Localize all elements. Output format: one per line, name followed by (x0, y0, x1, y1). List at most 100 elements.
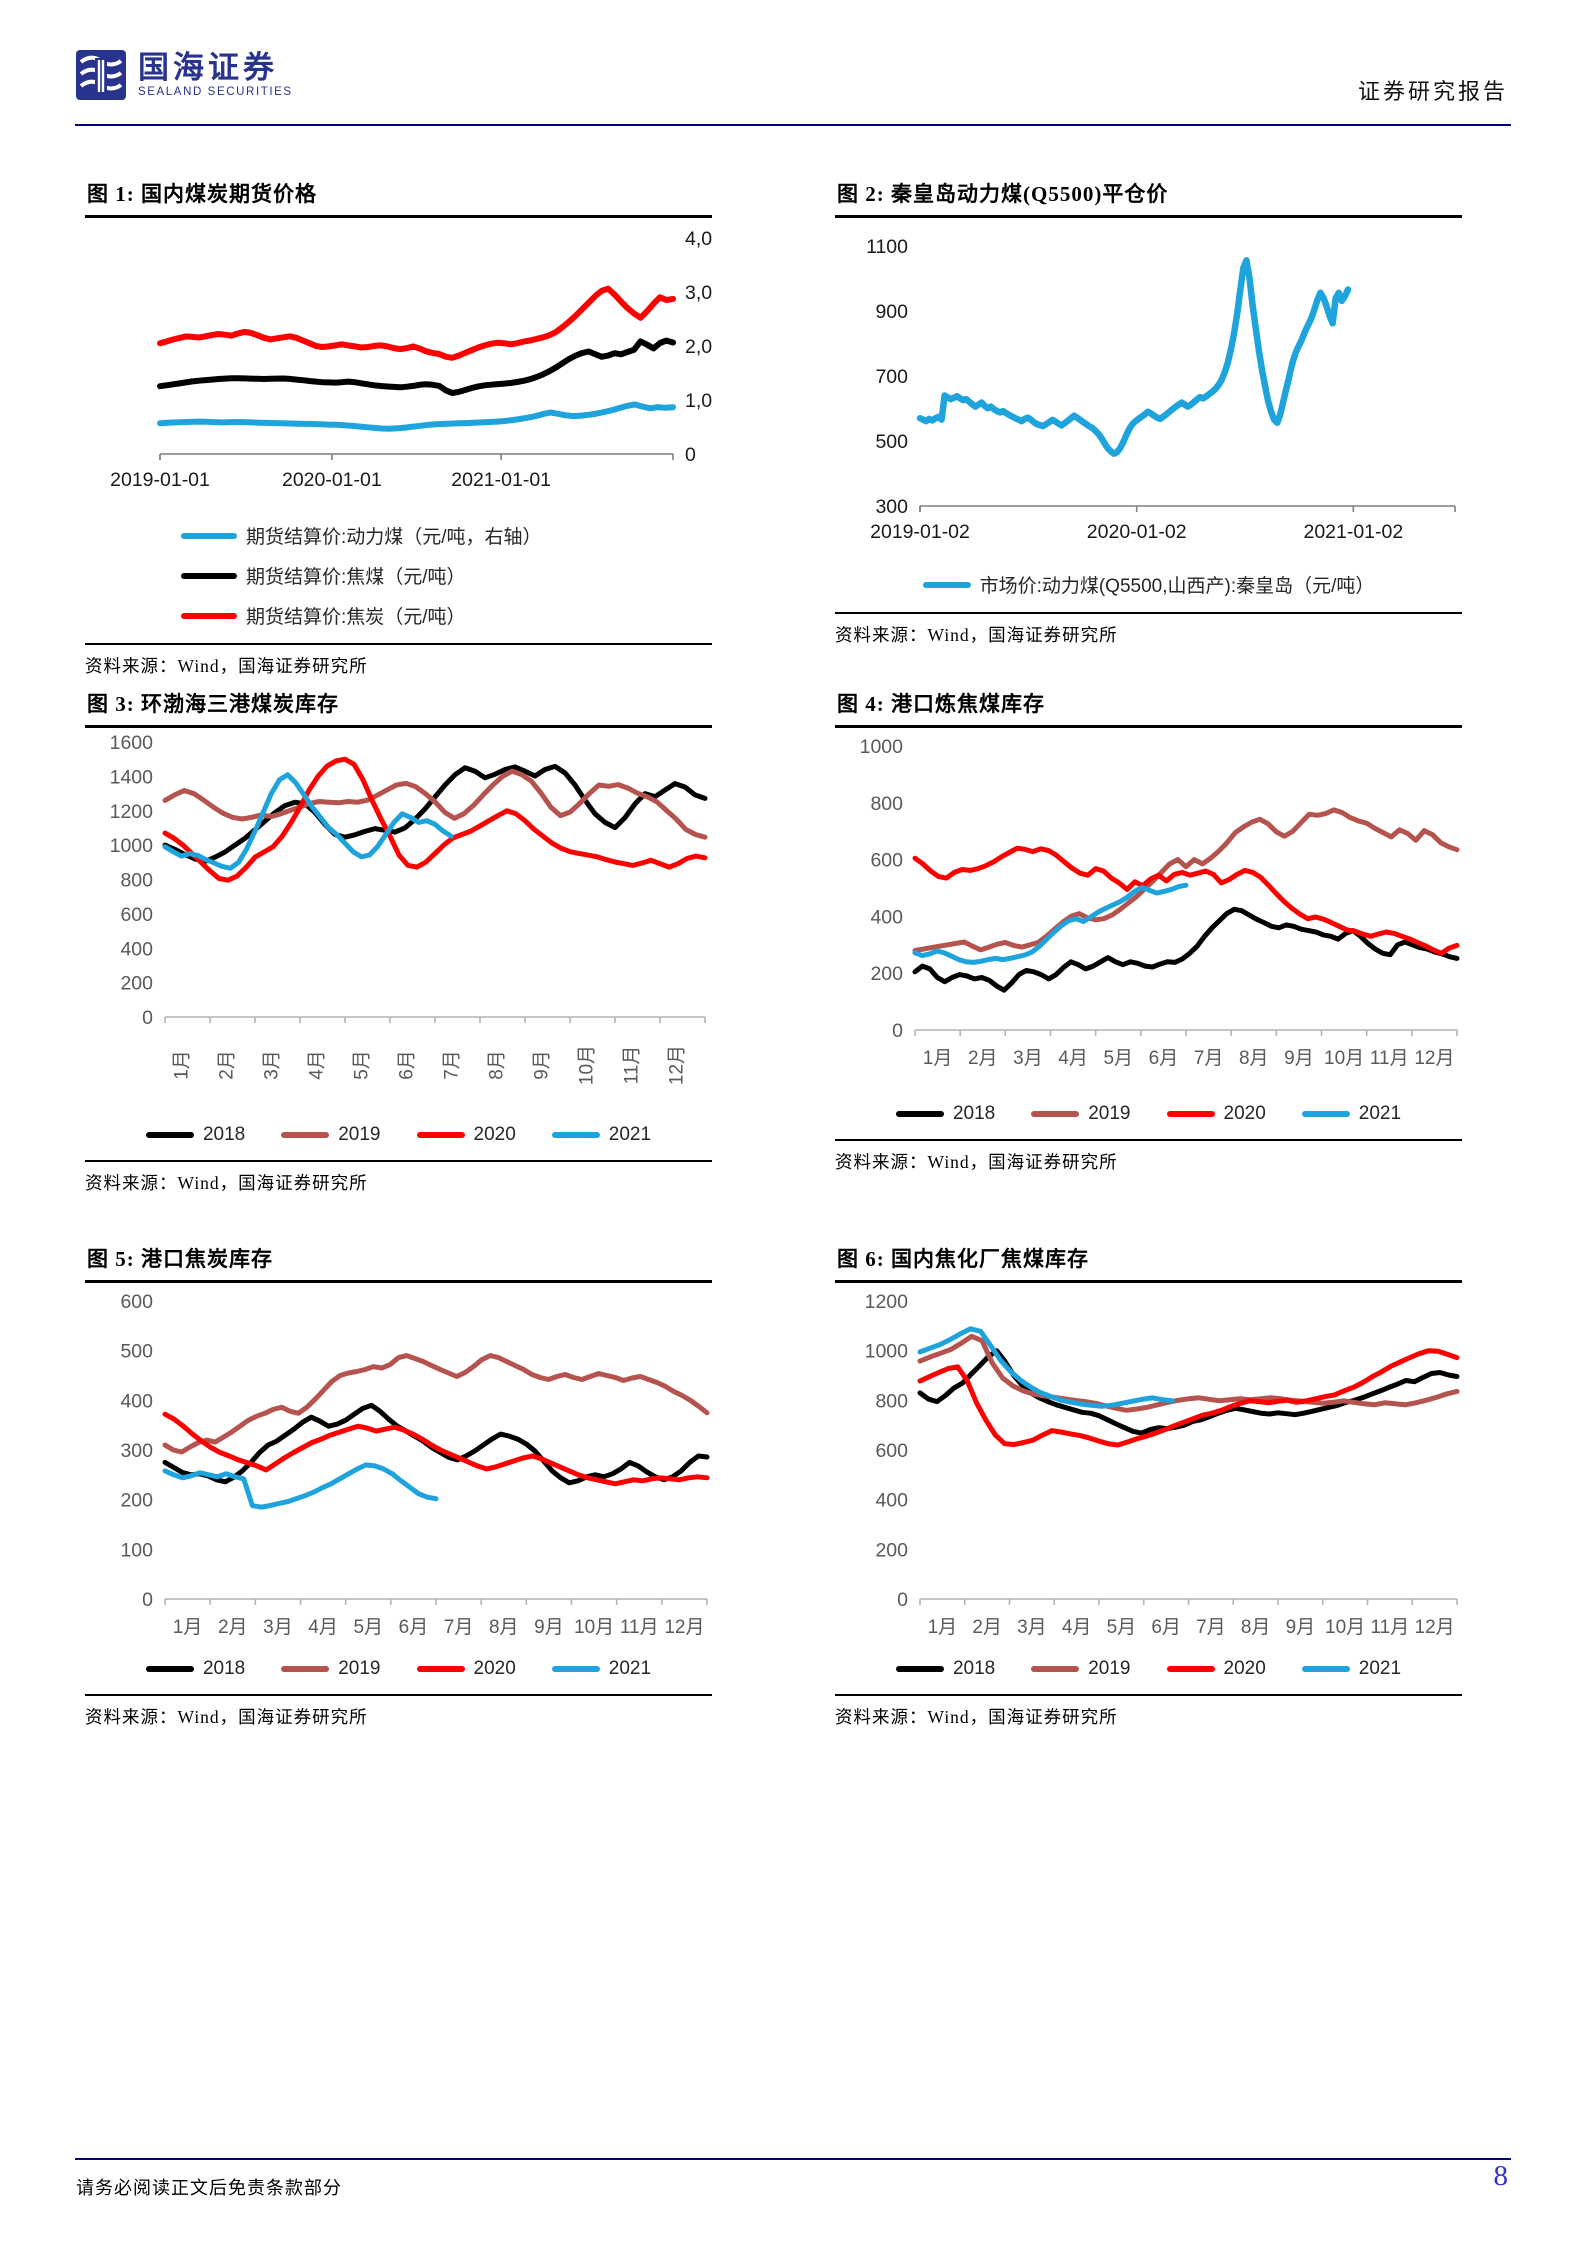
x-axis-month-label: 8月 (487, 1050, 508, 1080)
y-axis-tick-label: 4,000 (685, 228, 712, 250)
brand-logo: 国海证券 SEALAND SECURITIES (75, 48, 293, 102)
legend-item: 2020 (1166, 1103, 1266, 1125)
legend-label: 2020 (473, 1124, 516, 1145)
x-axis-month-label: 5月 (1103, 1048, 1133, 1069)
x-axis-month-label: 12月 (1415, 1617, 1455, 1638)
legend-item: 2020 (416, 1658, 516, 1680)
figure-title: 图 2: 秦皇岛动力煤(Q5500)平仓价 (835, 178, 1462, 218)
chart-legend: 期货结算价:动力煤（元/吨，右轴） 期货结算价:焦煤（元/吨） 期货结算价:焦炭（元… (181, 522, 712, 629)
x-axis-month-label: 3月 (263, 1617, 293, 1638)
figure-title: 图 3: 环渤海三港煤炭库存 (85, 688, 712, 728)
series-line-2021 (162, 1462, 439, 1510)
legend-label: 2019 (1088, 1103, 1131, 1124)
x-axis-month-label: 9月 (534, 1617, 564, 1638)
figure-1-coal-futures-price: 图 1: 国内煤炭期货价格 4,000 3,000 2,000 1,000 0 2019-… (85, 178, 712, 676)
x-axis-month-label: 3月 (262, 1050, 283, 1080)
y-axis-tick-label: 1,000 (685, 390, 712, 412)
y-axis-tick-label: 600 (120, 904, 153, 926)
series-line-2021 (162, 772, 454, 871)
brand-name-cn: 国海证券 (138, 50, 278, 85)
legend-item: 2021 (1301, 1103, 1401, 1125)
legend-line-swatch (281, 1666, 330, 1672)
x-axis-month-label: 11月 (1371, 1617, 1410, 1638)
legend-item: 2020 (416, 1124, 516, 1146)
legend-label: 2021 (608, 1124, 652, 1145)
figure-title: 图 4: 港口炼焦煤库存 (835, 688, 1462, 728)
source-note: 资料来源：Wind，国海证券研究所 (835, 612, 1462, 647)
x-axis-month-label: 8月 (1239, 1048, 1269, 1069)
y-axis-tick-label: 0 (897, 1589, 908, 1611)
legend-line-swatch (181, 532, 237, 539)
y-axis-tick-label: 0 (685, 444, 696, 466)
x-axis-month-label: 1月 (172, 1050, 193, 1080)
y-axis-tick-label: 300 (875, 496, 908, 518)
series-line-期货结算价:焦炭（元/吨） (157, 285, 676, 361)
y-axis-tick-label: 1400 (110, 766, 154, 788)
y-axis-tick-label: 1200 (865, 1291, 909, 1313)
legend-label: 2018 (202, 1658, 246, 1679)
legend-line-swatch (922, 581, 971, 588)
x-axis-month-label: 10月 (1325, 1617, 1365, 1638)
line-chart: 1100 900 700 500 300 2019-01-02 2020-01-02 2021… (866, 236, 1456, 543)
x-axis-month-label: 12月 (664, 1617, 704, 1638)
line-chart: 1200 1000 800 600 400 200 0 1月 2月 3月 4月 5月 6月 7月 8月 9月 1… (865, 1291, 1460, 1638)
legend-label: 期货结算价:焦炭（元/吨） (246, 607, 466, 628)
x-axis-date-label: 2020-01-01 (282, 469, 382, 491)
legend-item: 期货结算价:焦炭（元/吨） (181, 602, 712, 629)
legend-item: 2019 (281, 1124, 381, 1146)
y-axis-tick-label: 1600 (110, 732, 154, 754)
x-axis-date-label: 2021-01-01 (451, 469, 551, 491)
y-axis-tick-label: 800 (120, 870, 153, 892)
y-axis-tick-label: 1000 (865, 1341, 909, 1363)
series-line-2021 (917, 1326, 1175, 1409)
y-axis-tick-label: 500 (875, 431, 908, 453)
page-number: 8 (1493, 2160, 1509, 2192)
source-note: 资料来源：Wind，国海证券研究所 (85, 643, 712, 678)
series-line-2021 (912, 882, 1189, 965)
y-axis-tick-label: 1000 (860, 736, 904, 758)
x-axis-month-label: 7月 (442, 1050, 463, 1080)
figure-4-port-coking-coal-inventory: 图 4: 港口炼焦煤库存 1000 800 600 400 200 0 1月 2月 3月 4月 5月… (835, 688, 1462, 1174)
chart-legend: 市场价:动力煤(Q5500,山西产):秦皇岛（元/吨） (835, 567, 1462, 612)
legend-item: 2020 (1166, 1658, 1266, 1680)
source-note: 资料来源：Wind，国海证券研究所 (835, 1139, 1462, 1174)
y-axis-tick-label: 0 (142, 1589, 153, 1611)
legend-line-swatch (1031, 1666, 1080, 1672)
legend-label: 2020 (1223, 1658, 1266, 1679)
line-chart: 4,000 3,000 2,000 1,000 0 2019-01-01 2020-01-0… (110, 228, 712, 491)
x-axis-month-label: 6月 (397, 1050, 418, 1080)
legend-line-swatch (895, 1666, 944, 1672)
legend-line-swatch (145, 1132, 194, 1138)
legend-label: 2018 (952, 1103, 996, 1124)
series-line-期货结算价:动力煤（元/吨，右轴） (157, 401, 676, 432)
series-line-2019 (917, 1333, 1460, 1413)
legend-item: 2018 (895, 1658, 996, 1680)
legend-line-swatch (181, 612, 237, 619)
legend-line-swatch (1301, 1666, 1350, 1672)
x-axis-month-label: 6月 (399, 1617, 429, 1638)
series-line-2019 (912, 807, 1460, 953)
y-axis-tick-label: 2,000 (685, 336, 712, 358)
legend-label: 2020 (1223, 1103, 1266, 1124)
footer-rule (75, 2158, 1511, 2160)
x-axis-month-label: 5月 (352, 1050, 373, 1080)
sealand-wave-icon (76, 50, 126, 100)
footer-disclaimer: 请务必阅读正文后免责条款部分 (76, 2178, 342, 2198)
x-axis-month-label: 7月 (444, 1617, 474, 1638)
x-axis-month-label: 1月 (928, 1617, 958, 1638)
x-axis-month-label: 8月 (1241, 1617, 1271, 1638)
x-axis-date-label: 2021-01-02 (1303, 521, 1403, 543)
y-axis-tick-label: 3,000 (685, 282, 712, 304)
x-axis-month-label: 9月 (532, 1050, 553, 1080)
y-axis-tick-label: 0 (142, 1007, 153, 1029)
chart-legend: 2018 2019 2020 2021 (85, 1654, 712, 1694)
figure-2-qhd-thermal-coal-price: 图 2: 秦皇岛动力煤(Q5500)平仓价 1100 900 700 500 300 20… (835, 178, 1462, 645)
legend-line-swatch (1031, 1111, 1080, 1117)
figure-3-bohai-ports-coal-inventory: 图 3: 环渤海三港煤炭库存 1600 1400 1200 1000 800 600 400… (85, 688, 712, 1193)
x-axis-month-label: 7月 (1194, 1048, 1224, 1069)
legend-label: 2018 (952, 1658, 996, 1679)
x-axis-date-label: 2020-01-02 (1087, 521, 1187, 543)
x-axis-month-label: 8月 (489, 1617, 519, 1638)
x-axis-month-label: 11月 (620, 1617, 659, 1638)
